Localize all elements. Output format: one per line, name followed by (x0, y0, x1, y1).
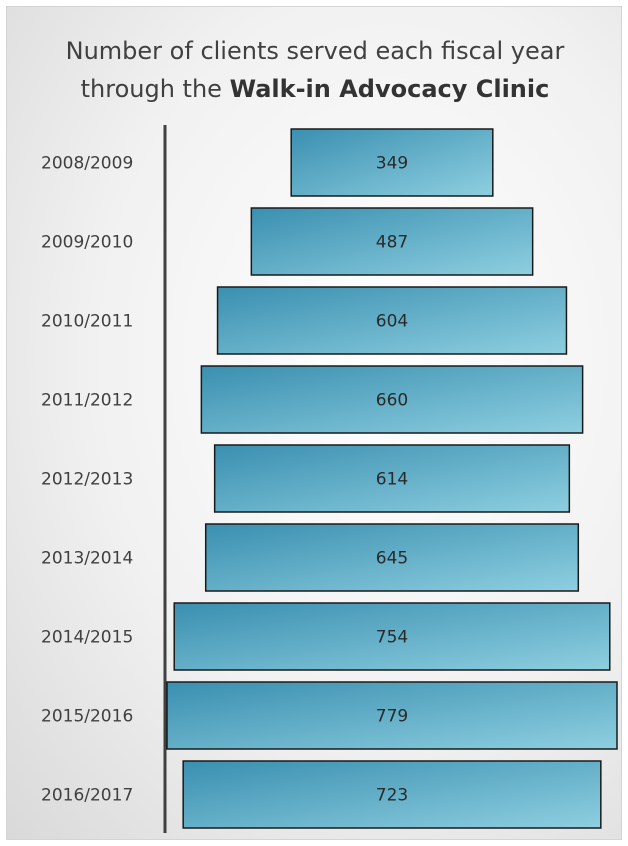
funnel-chart: Number of clients served each fiscal yea… (41, 37, 618, 833)
bar-2014-2015 (173, 602, 611, 671)
value-label: 349 (376, 154, 408, 174)
bars-group: 2008/2009 349 2009/2010 487 2010/2011 604 2011… (41, 128, 618, 829)
value-label: 723 (376, 786, 408, 806)
value-label: 779 (376, 707, 408, 727)
bar-2010-2011 (216, 286, 568, 355)
category-label: 2012/2013 (41, 470, 133, 490)
value-label: 645 (376, 549, 408, 569)
bar-2008-2009 (290, 128, 494, 197)
category-label: 2013/2014 (41, 549, 133, 569)
bar-2012-2013 (213, 444, 571, 513)
value-label: 604 (376, 312, 408, 332)
chart-title-line-1: Number of clients served each fiscal yea… (66, 37, 565, 65)
value-label: 614 (376, 470, 408, 490)
category-label: 2015/2016 (41, 707, 133, 727)
category-label: 2009/2010 (41, 233, 133, 253)
chart-frame: Number of clients served each fiscal yea… (6, 6, 622, 840)
category-label: 2008/2009 (41, 154, 133, 174)
bar-2011-2012 (200, 365, 584, 434)
category-label: 2010/2011 (41, 312, 133, 332)
category-label: 2011/2012 (41, 391, 133, 411)
bar-2009-2010 (250, 207, 534, 276)
bar-2013-2014 (204, 523, 580, 592)
category-label: 2016/2017 (41, 786, 133, 806)
bar-2016-2017 (182, 760, 602, 829)
value-label: 660 (376, 391, 408, 411)
value-label: 487 (376, 233, 408, 253)
chart-title-prefix: through the (81, 75, 230, 103)
value-label: 754 (376, 628, 408, 648)
chart-title-line-2: through the Walk-in Advocacy Clinic (81, 75, 550, 103)
bar-2015-2016 (166, 681, 618, 750)
chart-title-clinic-name: Walk-in Advocacy Clinic (230, 75, 550, 103)
category-label: 2014/2015 (41, 628, 133, 648)
